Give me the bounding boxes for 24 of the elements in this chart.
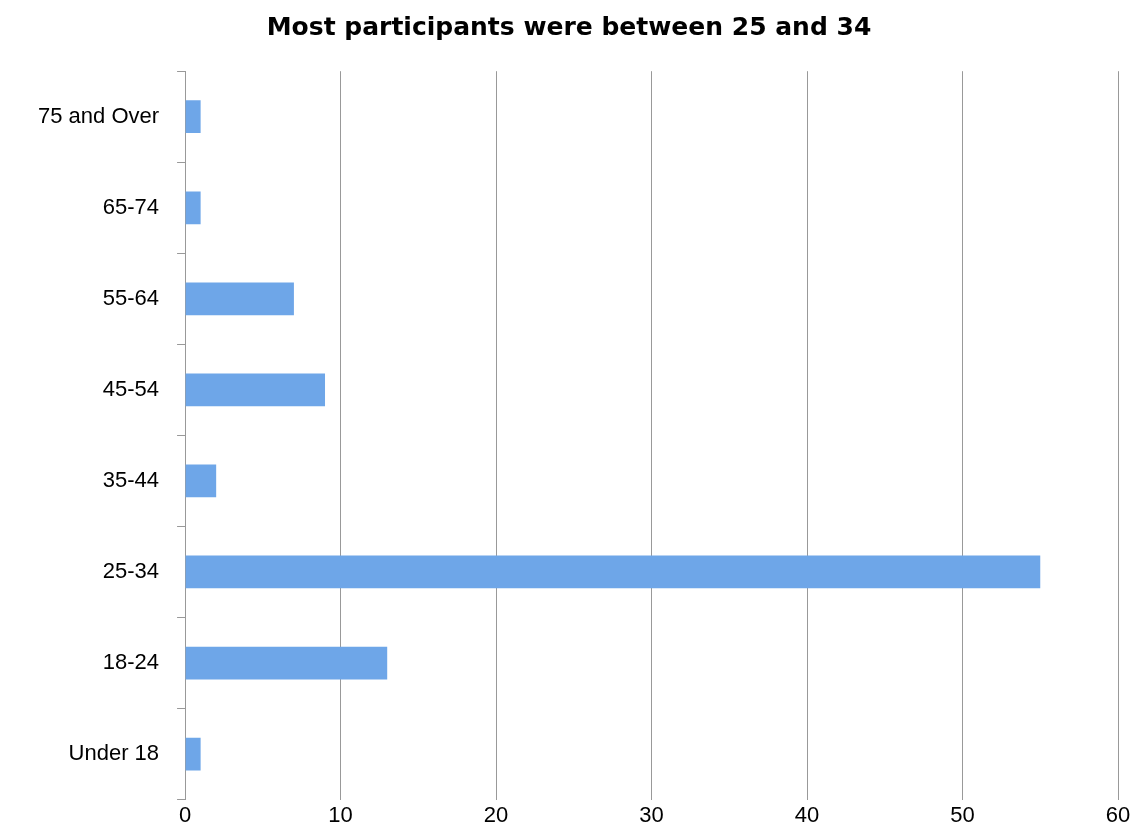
bar [185,737,201,771]
bar [185,191,201,225]
y-tick-label: 55-64 [102,284,160,310]
x-tick-label: 60 [1105,801,1131,827]
bar [185,373,326,407]
bar [185,100,201,134]
y-tick-label: 75 and Over [38,102,160,128]
y-tick-label: 35-44 [102,466,160,492]
x-tick-label: 30 [639,801,664,827]
y-tick-label: 65-74 [102,193,160,219]
x-tick-label: 50 [950,801,975,827]
bar [185,282,294,316]
bar [185,464,217,498]
y-tick-label: Under 18 [68,740,160,766]
x-tick-label: 0 [178,801,192,827]
y-tick-label: 18-24 [102,649,160,675]
x-tick-label: 40 [794,801,820,827]
x-tick-label: 10 [328,801,353,827]
bar [185,555,1041,589]
y-tick-label: 25-34 [102,558,160,584]
y-tick-label: 45-54 [102,375,160,401]
x-tick-label: 20 [483,801,509,827]
chart-title: Most participants were between 25 and 34 [265,12,873,41]
bar [185,646,388,680]
